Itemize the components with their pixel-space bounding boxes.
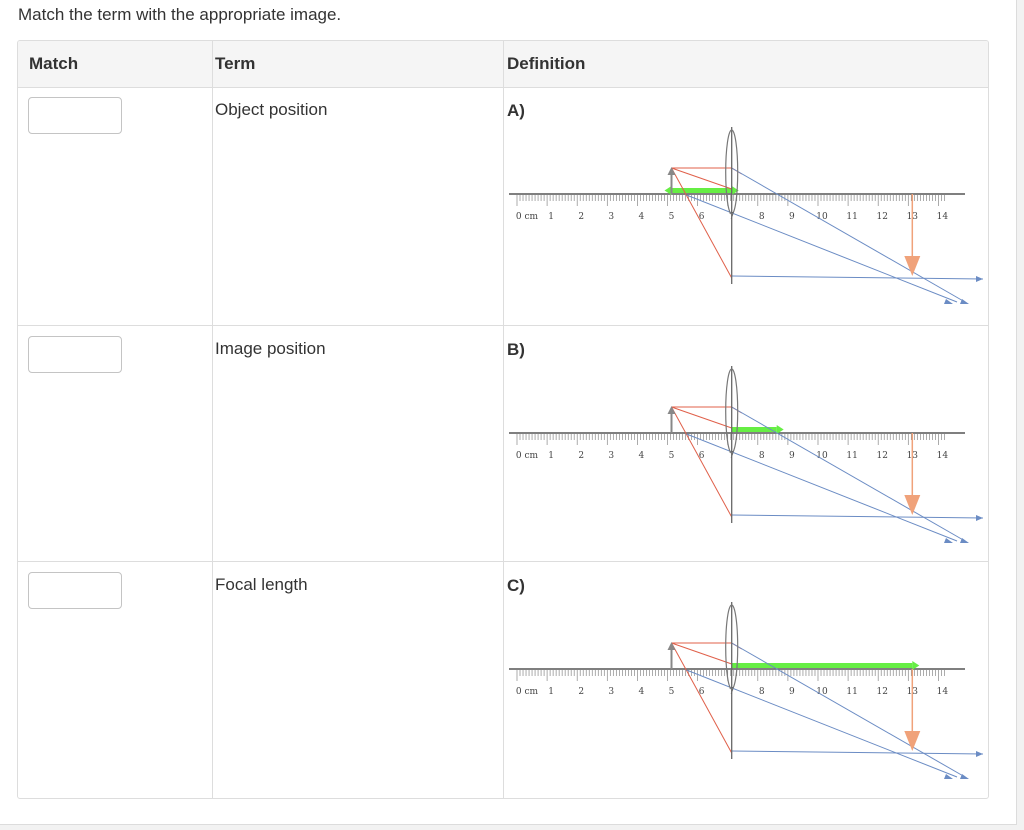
ruler-label: 8 <box>759 451 765 461</box>
term-label: Object position <box>215 100 328 119</box>
lens-diagram-c: 0 cm1234567891011121314 <box>509 602 984 779</box>
definition-letter: A) <box>507 101 525 120</box>
match-input-b[interactable] <box>28 336 122 373</box>
ruler-label: 1 <box>548 687 554 697</box>
match-input-c[interactable] <box>28 572 122 609</box>
definition-letter: B) <box>507 340 525 359</box>
ruler-label: 0 cm <box>516 451 539 461</box>
object-arrowhead <box>667 406 676 414</box>
ruler-label: 6 <box>699 451 705 461</box>
blue-ray-arrowhead <box>960 774 969 779</box>
ruler-label: 0 cm <box>516 212 539 222</box>
lens-diagram-a: 0 cm1234567891011121314 <box>509 127 984 304</box>
highlight-arrowhead <box>731 186 739 195</box>
ruler-label: 12 <box>876 687 887 697</box>
ruler-label: 3 <box>608 687 614 697</box>
ruler-label: 4 <box>639 451 645 461</box>
blue-ray <box>731 514 984 519</box>
blue-ray-arrowhead <box>976 751 983 757</box>
ruler-label: 2 <box>578 687 584 697</box>
object-arrowhead <box>667 167 676 175</box>
ruler-label: 9 <box>789 451 795 461</box>
ruler-label: 4 <box>639 212 645 222</box>
ruler-label: 9 <box>789 212 795 222</box>
red-ray <box>671 167 732 190</box>
image-arrowhead <box>904 731 921 751</box>
lens <box>725 368 739 454</box>
highlight-bar <box>731 663 913 668</box>
lens <box>725 604 739 690</box>
ruler-label: 14 <box>937 212 949 222</box>
blue-ray <box>731 275 984 280</box>
ruler-label: 3 <box>608 451 614 461</box>
image-arrowhead <box>904 495 921 515</box>
ruler-label: 10 <box>816 212 828 222</box>
highlight-bar <box>671 188 732 193</box>
ruler-label: 10 <box>816 451 828 461</box>
ruler-label: 0 cm <box>516 687 539 697</box>
blue-ray-arrowhead <box>976 276 983 282</box>
ruler-label: 9 <box>789 687 795 697</box>
ruler-label: 14 <box>937 451 949 461</box>
ruler-label: 8 <box>759 687 765 697</box>
blue-ray <box>731 167 966 303</box>
object-arrowhead <box>667 642 676 650</box>
ruler-label: 6 <box>699 212 705 222</box>
term-label: Image position <box>215 339 326 358</box>
red-ray <box>671 642 733 754</box>
table-row: Image position B) 0 cm123456789101112131… <box>18 326 988 562</box>
ruler-label: 2 <box>578 212 584 222</box>
blue-ray <box>731 642 966 778</box>
ruler-label: 1 <box>548 212 554 222</box>
ruler-label: 3 <box>608 212 614 222</box>
ruler-label: 14 <box>937 687 949 697</box>
highlight-arrowhead <box>776 425 784 434</box>
table-row: Focal length C) 0 cm1234567891011121314 <box>18 562 988 798</box>
blue-ray-arrowhead <box>976 515 983 521</box>
term-label: Focal length <box>215 575 308 594</box>
ruler-label: 11 <box>846 212 857 222</box>
red-ray <box>671 406 733 518</box>
blue-ray <box>731 406 966 542</box>
highlight-arrowhead <box>664 186 672 195</box>
blue-ray-arrowhead <box>960 299 969 304</box>
header-term: Term <box>215 54 256 73</box>
ruler-label: 10 <box>816 687 828 697</box>
blue-ray-arrowhead <box>944 299 953 304</box>
ruler-label: 5 <box>669 212 675 222</box>
blue-ray-arrowhead <box>960 538 969 543</box>
ruler-label: 5 <box>669 451 675 461</box>
ruler-label: 1 <box>548 451 554 461</box>
matching-table: Match Term Definition Object position A)… <box>17 40 989 799</box>
highlight-bar <box>731 427 777 432</box>
match-input-a[interactable] <box>28 97 122 134</box>
blue-ray <box>731 750 984 755</box>
blue-ray-arrowhead <box>944 774 953 779</box>
header-match: Match <box>29 54 79 73</box>
blue-ray-arrowhead <box>944 538 953 543</box>
ruler-label: 11 <box>846 687 857 697</box>
red-ray <box>671 642 732 665</box>
ruler-label: 12 <box>876 212 887 222</box>
ruler-label: 8 <box>759 212 765 222</box>
ruler-label: 11 <box>846 451 857 461</box>
ruler-label: 12 <box>876 451 887 461</box>
ruler-label: 6 <box>699 687 705 697</box>
ruler-label: 4 <box>639 687 645 697</box>
instructions: Match the term with the appropriate imag… <box>18 5 342 24</box>
definition-letter: C) <box>507 576 525 595</box>
ruler-label: 5 <box>669 687 675 697</box>
column-divider <box>212 41 213 798</box>
lens <box>725 129 739 215</box>
ruler-label: 2 <box>578 451 584 461</box>
table-row: Object position A) 0 cm12345678910111213… <box>18 87 988 326</box>
red-ray <box>671 167 733 279</box>
lens-diagram-b: 0 cm1234567891011121314 <box>509 366 984 543</box>
header-definition: Definition <box>507 54 586 73</box>
red-ray <box>671 406 732 429</box>
column-divider <box>503 41 504 798</box>
highlight-arrowhead <box>912 661 920 670</box>
image-arrowhead <box>904 256 921 276</box>
